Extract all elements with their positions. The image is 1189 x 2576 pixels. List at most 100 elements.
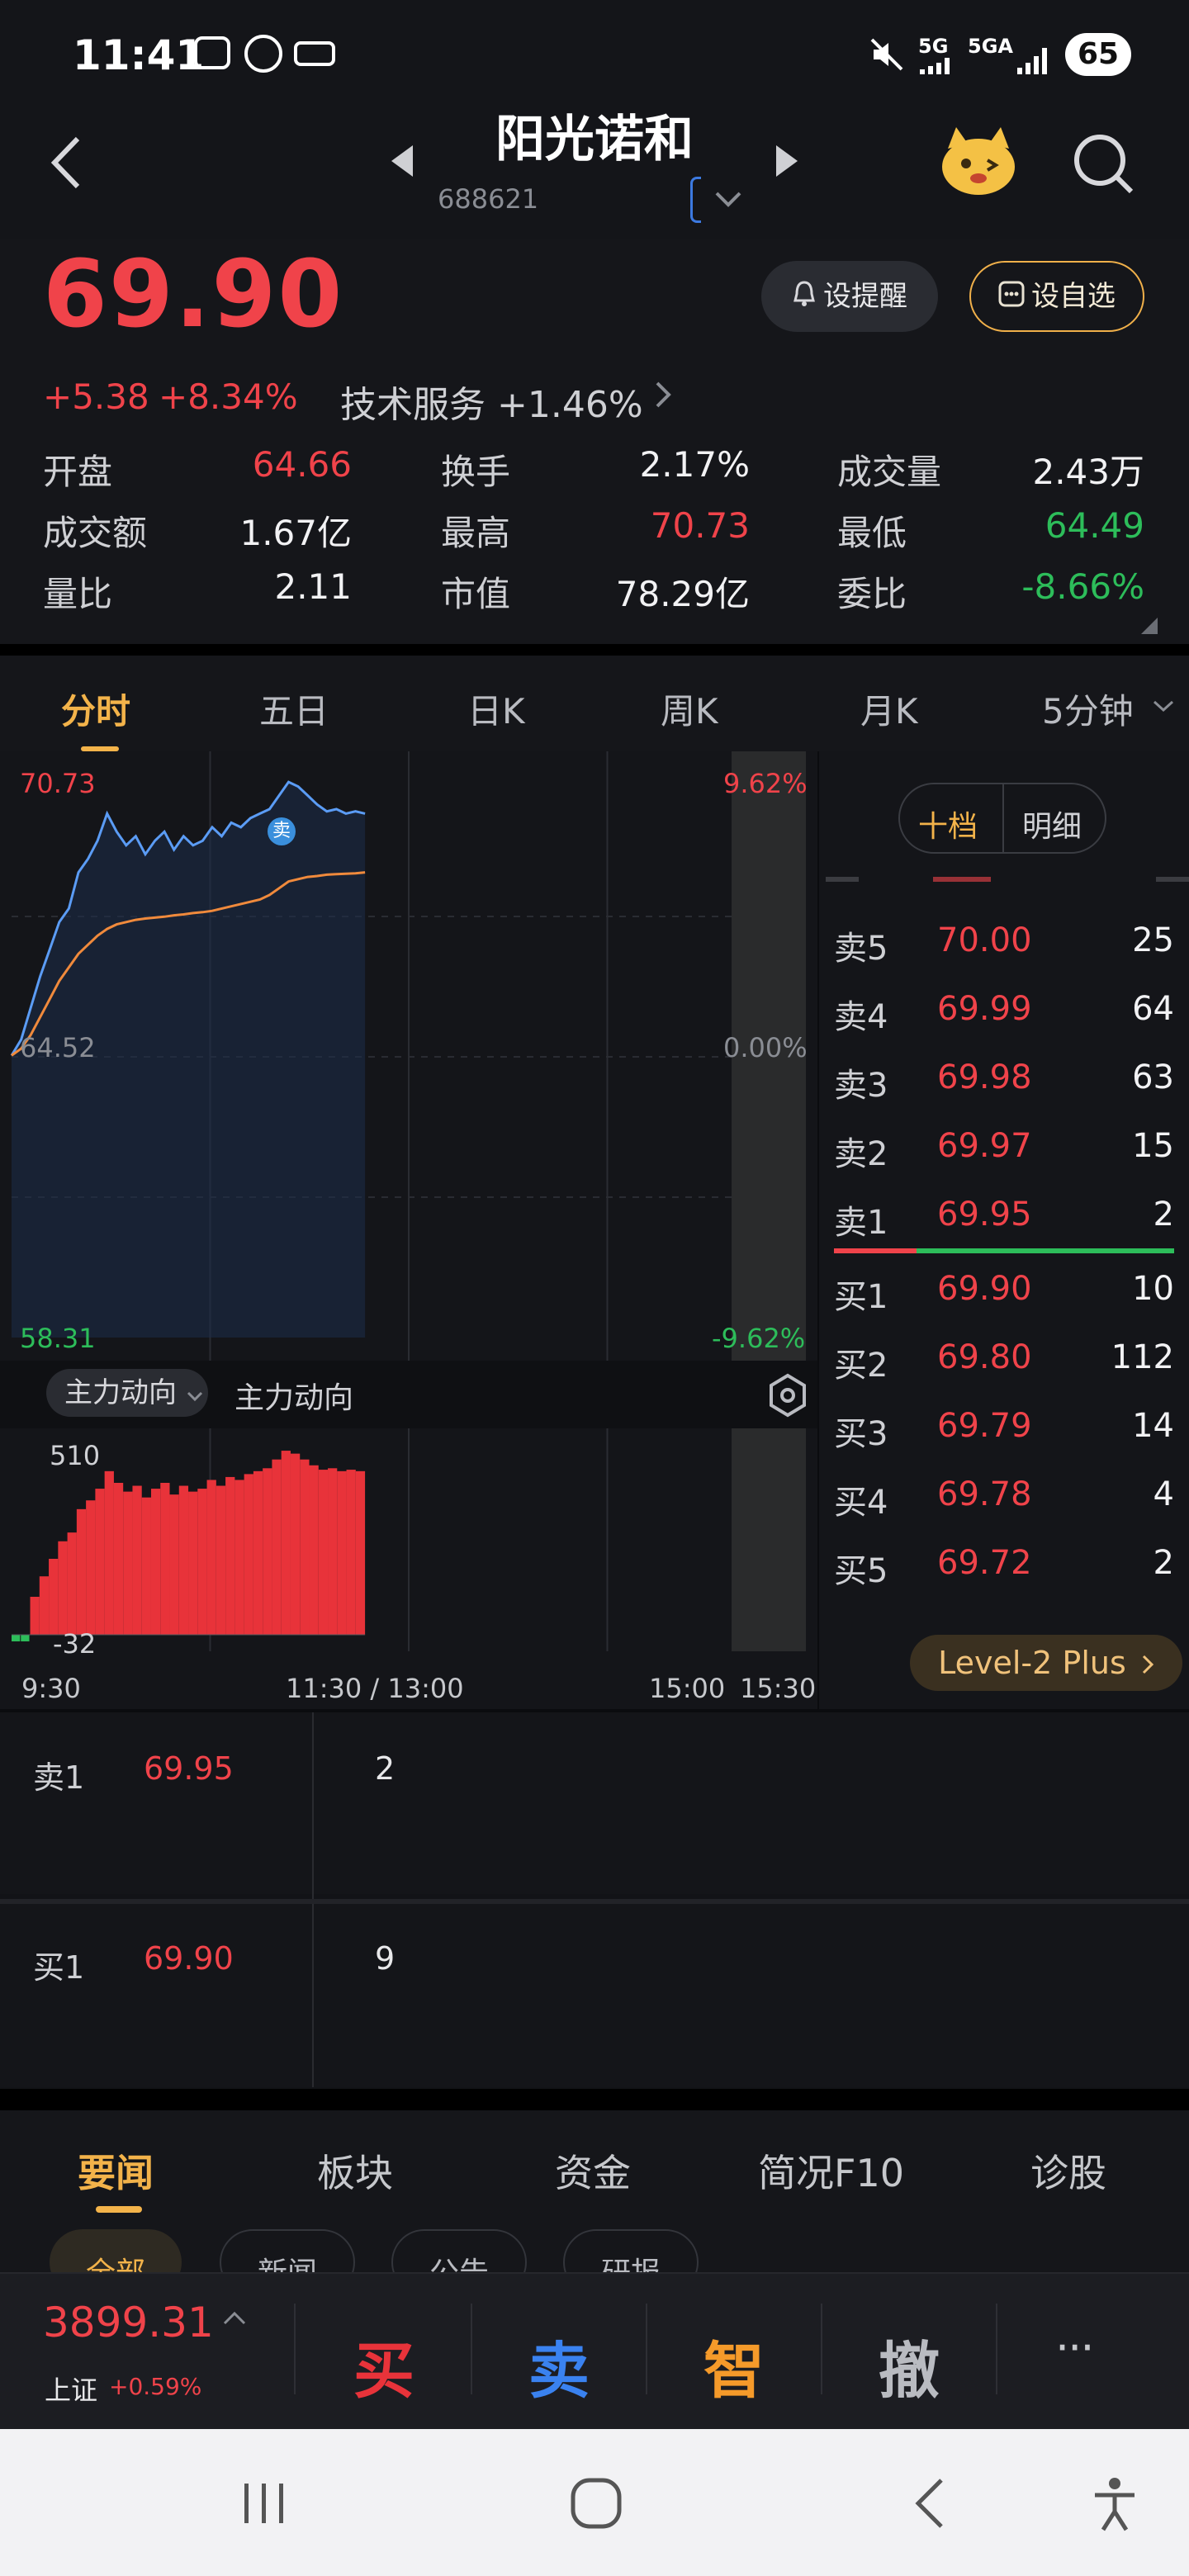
flow-bar	[21, 1635, 30, 1641]
ask-price[interactable]: 69.98	[937, 1058, 1032, 1096]
tab-ten-levels[interactable]: 十档	[918, 810, 978, 844]
flow-bar	[197, 1489, 207, 1635]
add-watchlist-button[interactable]: 设自选	[969, 261, 1144, 332]
tab-news[interactable]: 要闻	[78, 2151, 154, 2195]
ask-label: 卖1	[834, 1204, 888, 1242]
chevron-down-icon[interactable]	[712, 190, 745, 210]
flow-bar	[132, 1485, 142, 1635]
tab-f10[interactable]: 简况F10	[758, 2151, 904, 2195]
back-icon[interactable]	[46, 134, 88, 192]
bid-label: 买4	[834, 1484, 888, 1522]
after-hours-shade	[732, 1428, 806, 1651]
flow-bar	[58, 1541, 68, 1635]
intraday-chart[interactable]	[0, 751, 817, 1709]
bid-price[interactable]: 69.90	[937, 1270, 1032, 1308]
tab-sector[interactable]: 板块	[317, 2151, 393, 2195]
stock-code: 688621	[438, 183, 539, 215]
level2-upgrade-button[interactable]: Level-2 Plus	[910, 1635, 1182, 1691]
previous-stock-icon[interactable]	[388, 142, 418, 180]
tab-details[interactable]: 明细	[1022, 810, 1082, 844]
cancel-order-button[interactable]: 撤	[879, 2336, 940, 2407]
next-stock-icon[interactable]	[771, 142, 801, 180]
flow-bar	[355, 1470, 366, 1635]
bid-price[interactable]: 69.79	[937, 1407, 1032, 1445]
status-bar: 11:41 5G 5GA 65	[0, 0, 1189, 107]
divider	[312, 1712, 314, 1899]
tab-diagnosis[interactable]: 诊股	[1030, 2151, 1106, 2195]
buy-queue-row[interactable]	[0, 1904, 1189, 2087]
bid-price[interactable]: 69.72	[937, 1544, 1032, 1582]
flow-bar	[253, 1470, 263, 1635]
tab-5min[interactable]: 5分钟	[1042, 691, 1134, 732]
ask-label: 卖2	[834, 1135, 888, 1173]
axis-mid-label: 64.52	[20, 1032, 96, 1063]
ask-price[interactable]: 69.99	[937, 990, 1032, 1028]
bid-price[interactable]: 69.78	[937, 1475, 1032, 1513]
more-button[interactable]: ···	[1055, 2322, 1094, 2374]
ask-qty: 64	[1132, 990, 1174, 1028]
queue-buy-qty: 9	[375, 1940, 396, 1977]
ask-price[interactable]: 69.97	[937, 1127, 1032, 1165]
home-icon[interactable]	[570, 2477, 623, 2530]
sector-link[interactable]: 技术服务 +1.46%	[340, 384, 643, 426]
sell-queue-row[interactable]	[0, 1712, 1189, 1894]
ask-price[interactable]: 69.95	[937, 1196, 1032, 1234]
divider	[821, 2304, 822, 2394]
index-name: 上证	[45, 2375, 98, 2406]
ask-price[interactable]: 70.00	[937, 921, 1032, 959]
ask-qty: 63	[1132, 1058, 1174, 1096]
flow-bar	[76, 1508, 87, 1635]
expand-corner-icon[interactable]	[1141, 618, 1158, 634]
recent-apps-icon[interactable]	[239, 2480, 289, 2526]
tab-weekly-k[interactable]: 周K	[661, 691, 718, 732]
scroll-fade	[826, 872, 1189, 887]
stat-label: 量比	[43, 574, 113, 614]
flow-bar	[30, 1597, 40, 1635]
flow-bar	[39, 1576, 50, 1635]
set-alert-label: 设提醒	[823, 280, 907, 313]
settings-icon[interactable]	[766, 1372, 809, 1418]
stat-label: 委比	[837, 574, 907, 614]
sell-button[interactable]: 卖	[528, 2336, 590, 2407]
divider	[646, 2304, 647, 2394]
signal-bars-icon	[1017, 48, 1054, 74]
sell-marker[interactable]: 卖	[268, 817, 296, 845]
tab-active-indicator	[96, 2206, 142, 2213]
accessibility-icon[interactable]	[1092, 2475, 1138, 2533]
flow-bar	[150, 1489, 161, 1635]
chevron-up-icon[interactable]	[221, 2308, 248, 2327]
flow-bar	[225, 1476, 235, 1635]
tab-intraday[interactable]: 分时	[61, 691, 131, 732]
tab-capital[interactable]: 资金	[555, 2151, 631, 2195]
indicator-select[interactable]: 主力动向	[46, 1369, 208, 1417]
time-label: 11:30 / 13:00	[286, 1673, 464, 1704]
flow-bar	[86, 1500, 96, 1635]
trade-action-bar	[0, 2272, 1189, 2431]
stat-value: 2.17%	[639, 444, 750, 485]
index-value[interactable]: 3899.31	[43, 2299, 214, 2346]
smart-trade-button[interactable]: 智	[703, 2336, 765, 2407]
chevron-right-icon	[1141, 1637, 1154, 1693]
divider	[1002, 784, 1004, 852]
chevron-down-icon[interactable]	[1151, 698, 1176, 715]
flow-bar	[300, 1459, 310, 1635]
tab-monthly-k[interactable]: 月K	[860, 691, 918, 732]
chevron-right-icon[interactable]	[654, 378, 674, 411]
tab-five-day[interactable]: 五日	[259, 691, 329, 732]
search-icon[interactable]	[1070, 130, 1136, 197]
time-label: 15:00	[649, 1673, 726, 1704]
mascot-avatar[interactable]	[940, 124, 1017, 198]
tab-daily-k[interactable]: 日K	[467, 691, 525, 732]
queue-sell-price: 69.95	[144, 1750, 234, 1787]
status-time: 11:41	[73, 31, 205, 79]
back-nav-icon[interactable]	[912, 2477, 948, 2530]
buy-button[interactable]: 买	[353, 2336, 414, 2407]
flow-high-label: 510	[50, 1440, 101, 1471]
flow-bar	[234, 1480, 244, 1635]
current-price: 69.90	[43, 241, 344, 348]
bid-price[interactable]: 69.80	[937, 1338, 1032, 1376]
stat-value: 64.66	[252, 444, 352, 485]
ask-qty: 25	[1132, 921, 1174, 959]
flow-bar	[281, 1451, 291, 1635]
set-alert-button[interactable]: 设提醒	[761, 261, 938, 332]
